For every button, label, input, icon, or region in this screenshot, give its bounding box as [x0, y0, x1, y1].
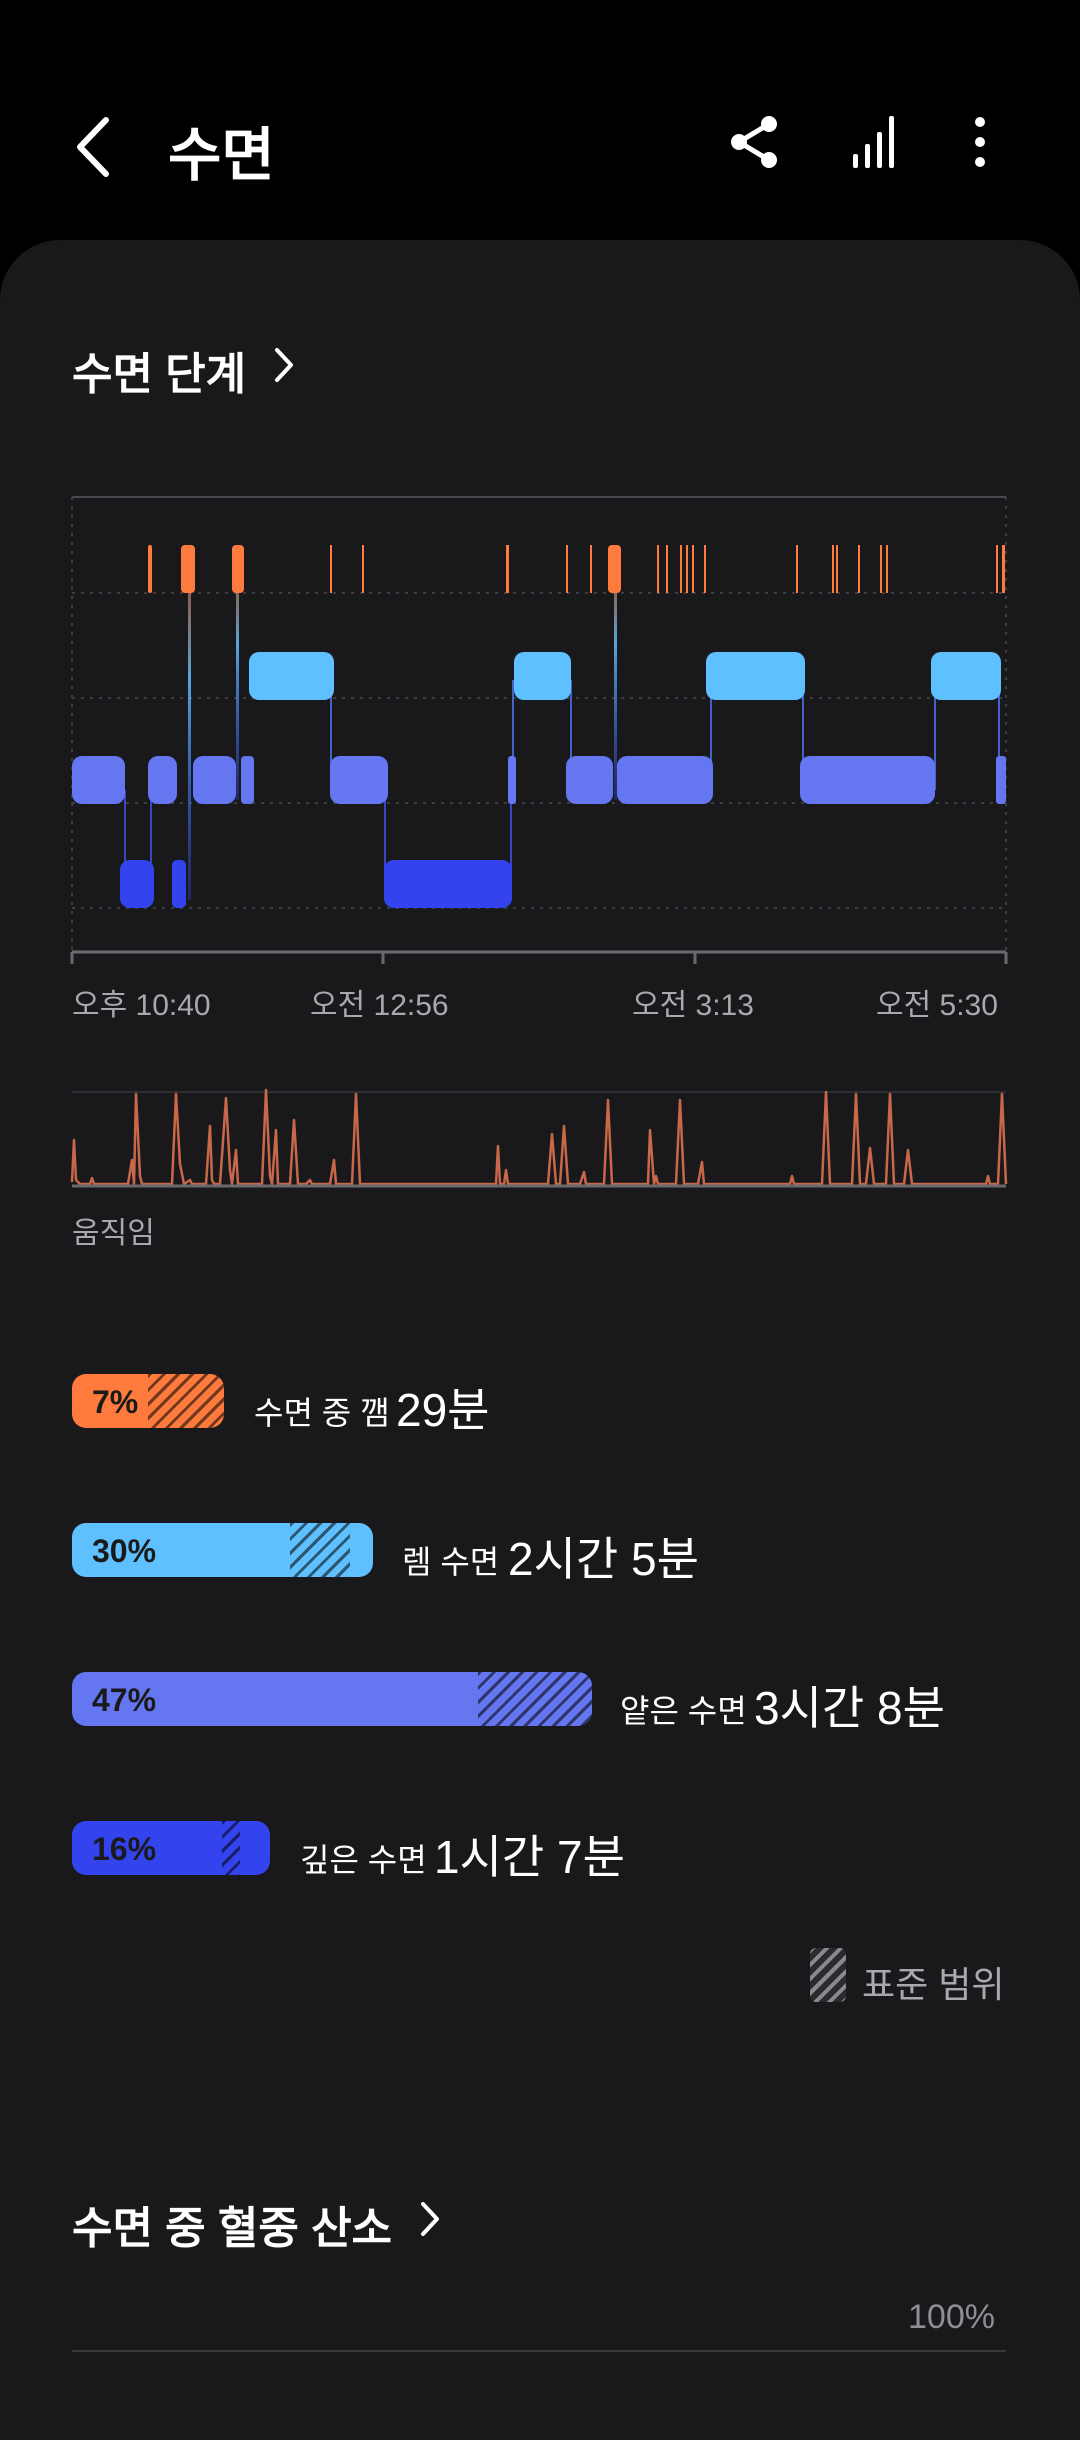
- spo2-title[interactable]: 수면 중 혈중 산소: [72, 2204, 393, 2253]
- standard-range-hatch: [222, 1821, 240, 1875]
- light-blocks: [72, 756, 1006, 804]
- awake-bar: 7%: [72, 1374, 224, 1428]
- rem-bar: 30%: [72, 1523, 373, 1577]
- back-arrow-icon[interactable]: [70, 112, 120, 182]
- light-value: 3시간 8분: [754, 1682, 945, 1734]
- light-name: 얕은 수면: [620, 1693, 747, 1729]
- rem-name: 렘 수면: [402, 1544, 500, 1580]
- stage-row-awake: 7% 수면 중 깸 29분: [72, 1374, 972, 1436]
- awake-value: 29분: [396, 1384, 490, 1436]
- page-title: 수면: [168, 123, 275, 188]
- awake-marks: [148, 545, 1005, 593]
- stage-row-rem: 30% 렘 수면 2시간 5분: [72, 1523, 972, 1585]
- light-pct: 47%: [92, 1682, 157, 1718]
- sleep-stages-title[interactable]: 수면 단계: [72, 350, 247, 399]
- stage-row-light: 47% 얕은 수면 3시간 8분: [72, 1672, 972, 1734]
- stage-transitions: [124, 560, 1000, 900]
- axis-label-3: 오전 3:13: [632, 989, 754, 1022]
- spo2-scale-label: 100%: [908, 2298, 995, 2336]
- light-bar: 47%: [72, 1672, 592, 1726]
- deep-name: 깊은 수면: [300, 1842, 427, 1878]
- standard-range-hatch: [478, 1672, 592, 1726]
- awake-name: 수면 중 깸: [254, 1395, 390, 1431]
- axis-label-start: 오후 10:40: [72, 989, 211, 1022]
- top-app-bar: 수면: [0, 0, 1080, 230]
- legend-label: 표준 범위: [862, 1964, 1005, 2005]
- more-options-icon[interactable]: [965, 112, 995, 172]
- hypnogram-grid: [70, 496, 1008, 964]
- axis-label-2: 오전 12:56: [310, 989, 449, 1022]
- movement-chart: [70, 1088, 1008, 1188]
- chevron-right-icon[interactable]: [272, 346, 296, 384]
- deep-bar: 16%: [72, 1821, 270, 1875]
- spo2-gridline: [72, 2350, 1006, 2352]
- standard-range-hatch: [148, 1374, 224, 1428]
- hypnogram-chart: [70, 496, 1008, 964]
- chevron-right-icon[interactable]: [418, 2200, 442, 2238]
- rem-blocks: [249, 652, 1001, 700]
- deep-blocks: [120, 860, 512, 908]
- movement-label: 움직임: [72, 1217, 155, 1250]
- signal-chart-icon[interactable]: [845, 112, 905, 172]
- hatch-legend-icon: [810, 1948, 846, 2002]
- deep-value: 1시간 7분: [434, 1831, 625, 1883]
- share-icon[interactable]: [725, 112, 785, 172]
- awake-pct: 7%: [92, 1384, 139, 1420]
- rem-value: 2시간 5분: [508, 1533, 699, 1585]
- axis-label-end: 오전 5:30: [876, 989, 998, 1022]
- sleep-detail-card: [0, 240, 1080, 2440]
- stage-row-deep: 16% 깊은 수면 1시간 7분: [72, 1821, 972, 1883]
- rem-pct: 30%: [92, 1533, 157, 1569]
- standard-range-hatch: [290, 1523, 350, 1577]
- deep-pct: 16%: [92, 1831, 157, 1867]
